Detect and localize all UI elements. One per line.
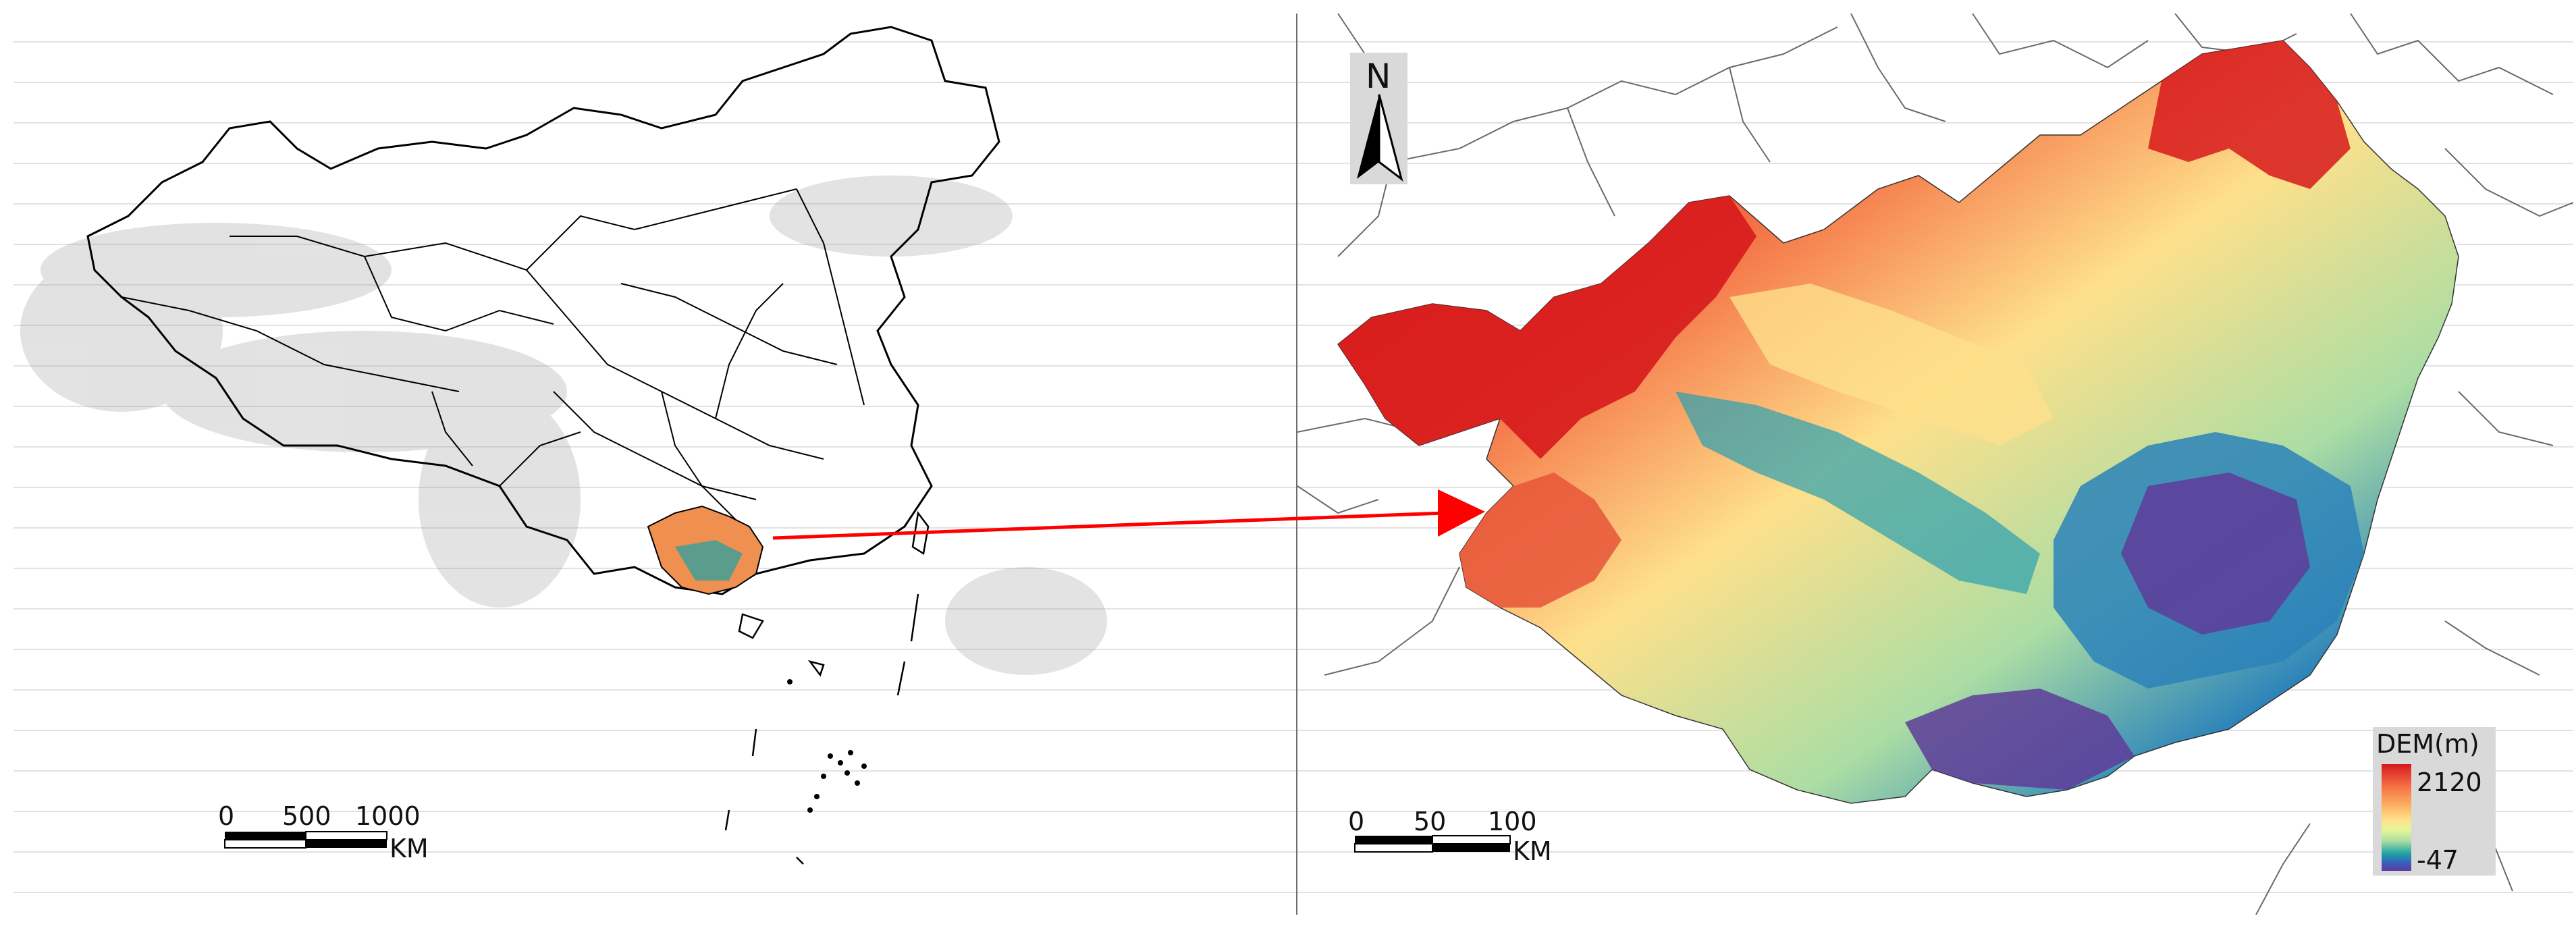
panel-divider (1296, 14, 1297, 915)
china-boundary (86, 26, 1000, 595)
dem-central-valley (1675, 392, 2040, 594)
scale-tick-1000: 1000 (355, 801, 421, 831)
guangxi-dem-map: 0 50 100 KM (1297, 14, 2573, 915)
dem-high-southwest (1459, 473, 1621, 608)
scale-unit-left: KM (390, 834, 429, 863)
scale-bar-left (224, 831, 387, 849)
dem-legend-colorbar (2382, 764, 2411, 871)
scale-tick-500: 500 (282, 801, 331, 831)
scale-unit-right: KM (1513, 836, 1552, 866)
scattered-islands (787, 679, 867, 813)
terrain-hillshade (20, 176, 1107, 675)
scale-bar-right (1354, 835, 1511, 853)
graticule (14, 41, 1296, 893)
legend-title: DEM(m) (2376, 729, 2479, 759)
scale-tick-0-right: 0 (1348, 807, 1365, 836)
dem-lowest-basin (2121, 473, 2310, 635)
dem-low-coast (1905, 689, 2135, 790)
legend-max: 2120 (2417, 768, 2482, 797)
neighbour-boundaries (1297, 14, 2573, 915)
legend-min: -47 (2417, 845, 2459, 875)
scale-tick-0: 0 (218, 801, 235, 831)
north-label: N (1366, 57, 1391, 96)
dem-mid-plateau (1729, 284, 2054, 446)
guangxi-lowland (675, 540, 743, 581)
scale-tick-100: 100 (1488, 807, 1537, 836)
dem-high-west (1338, 196, 1756, 459)
china-map-svg (14, 26, 1296, 893)
dem-high-northeast (2148, 41, 2351, 189)
province-boundaries (121, 188, 865, 527)
dem-map-svg (1297, 14, 2573, 915)
scale-tick-50: 50 (1414, 807, 1447, 836)
china-overview-map: 0 500 1000 KM (14, 14, 1296, 915)
